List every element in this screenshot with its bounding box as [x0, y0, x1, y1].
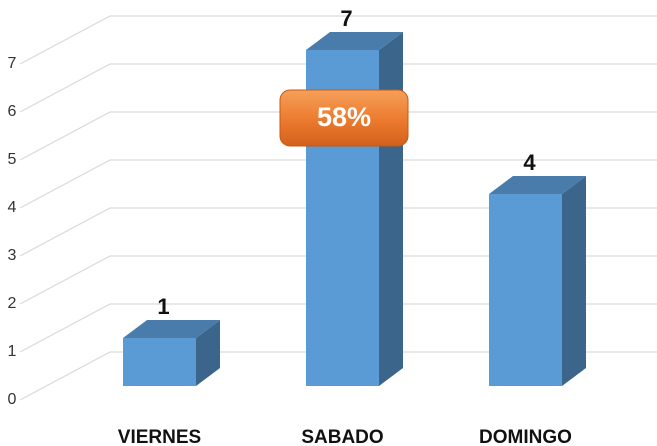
grid-line — [19, 159, 657, 209]
y-tick-label: 4 — [8, 199, 17, 216]
x-tick-label: VIERNES — [118, 427, 201, 446]
y-tick-label: 5 — [8, 151, 17, 168]
bar — [306, 32, 403, 386]
y-tick-label: 3 — [8, 247, 17, 264]
x-tick-label: DOMINGO — [479, 427, 572, 446]
grid-line — [19, 303, 657, 353]
grid-line — [19, 111, 657, 161]
bar-front — [489, 194, 562, 386]
bar — [123, 320, 220, 386]
grid-line — [19, 351, 657, 401]
y-tick-label: 0 — [8, 391, 17, 408]
bar-side — [379, 32, 403, 386]
bar-side — [196, 320, 220, 386]
data-label: 1 — [157, 294, 169, 319]
grid-line — [19, 15, 657, 65]
y-tick-label: 2 — [8, 295, 17, 312]
y-tick-label: 6 — [8, 103, 17, 120]
data-label: 7 — [340, 6, 352, 31]
y-tick-label: 7 — [8, 55, 17, 72]
bar-top — [306, 32, 403, 50]
bar-side — [562, 176, 586, 386]
bar-top — [123, 320, 220, 338]
annotation: 58% — [317, 102, 371, 132]
bar — [489, 176, 586, 386]
x-tick-label: SABADO — [301, 427, 383, 446]
grid-line — [19, 207, 657, 257]
annotation-box — [279, 89, 409, 147]
grid-line — [19, 255, 657, 305]
data-label: 4 — [523, 150, 536, 175]
grid-line — [19, 63, 657, 113]
y-tick-label: 1 — [8, 343, 17, 360]
bar-top — [489, 176, 586, 194]
bar-front — [123, 338, 196, 386]
